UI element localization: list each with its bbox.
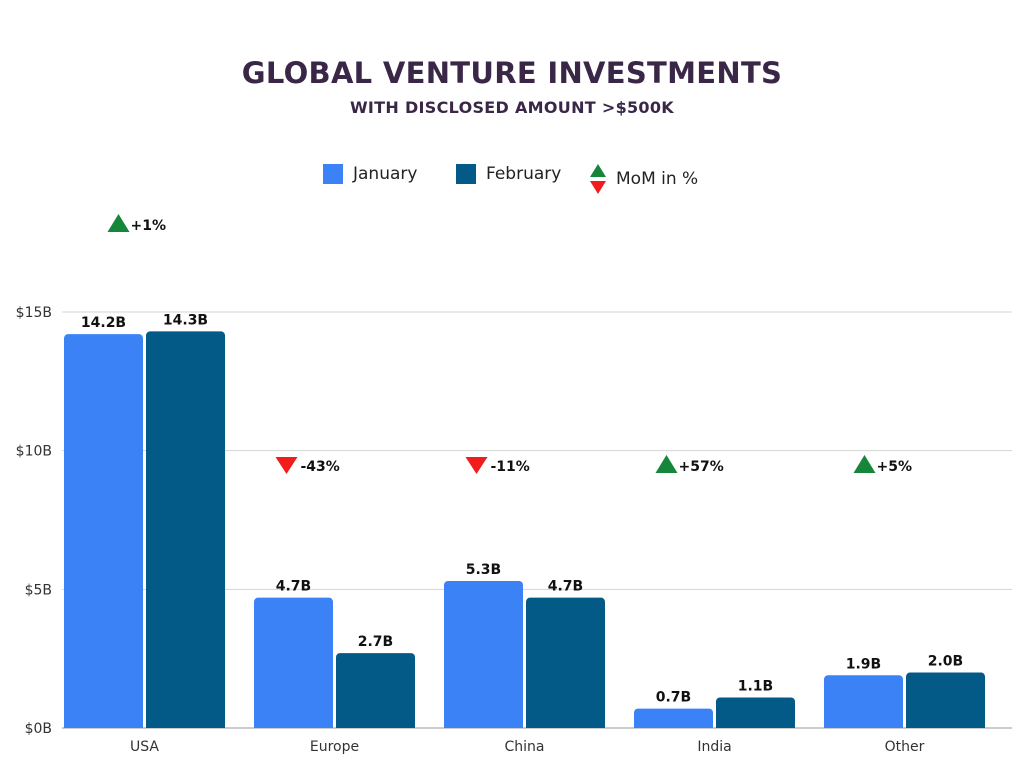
bar-base-february [146, 722, 225, 728]
legend-item-january: January [323, 164, 417, 184]
y-tick-label: $10B [16, 444, 52, 460]
mom-down-arrow-icon [275, 457, 298, 474]
mom-value-label: +57% [679, 459, 724, 475]
x-tick-label: USA [130, 739, 159, 755]
mom-value-label: +1% [131, 218, 167, 234]
x-tick-label: China [505, 739, 545, 755]
bar-base-february [336, 722, 415, 728]
mom-value-label: -11% [491, 459, 530, 475]
bar-base-january [444, 722, 523, 728]
y-tick-label: $15B [16, 305, 52, 321]
chart-subtitle: WITH DISCLOSED AMOUNT >$500K [349, 98, 675, 117]
mom-up-arrow-icon [655, 455, 678, 473]
bar-base-february [526, 722, 605, 728]
legend: January February MoM in % [0, 164, 1024, 198]
data-label: 1.1B [738, 678, 773, 694]
x-tick-label: Other [885, 739, 925, 755]
bar-base-january [64, 722, 143, 728]
data-label: 2.7B [358, 634, 393, 650]
bar-base-january [254, 722, 333, 728]
data-label: 0.7B [656, 690, 691, 706]
bar-base-february [906, 722, 985, 728]
y-tick-label: $5B [25, 582, 52, 598]
data-label: 2.0B [928, 654, 963, 670]
bar-february [716, 697, 795, 728]
mom-value-label: +5% [877, 459, 913, 475]
legend-swatch-january [323, 164, 343, 184]
bar-february [336, 653, 415, 728]
bar-base-february [716, 722, 795, 728]
legend-label-february: February [486, 164, 562, 184]
bar-february [906, 672, 985, 728]
legend-label-january: January [353, 164, 418, 184]
bar-february [146, 331, 225, 728]
chart-title: GLOBAL VENTURE INVESTMENTS [241, 56, 783, 90]
data-label: 14.3B [163, 312, 208, 328]
data-label: 4.7B [276, 579, 311, 595]
bar-january [254, 597, 333, 728]
mom-up-arrow-icon [107, 214, 130, 232]
data-label: 4.7B [548, 579, 583, 595]
mom-value-label: -43% [301, 459, 340, 475]
legend-swatch-february [456, 164, 476, 184]
mom-up-arrow-icon [853, 455, 876, 473]
bar-january [444, 581, 523, 728]
data-label: 5.3B [466, 562, 501, 578]
bar-january [64, 334, 143, 728]
x-tick-label: India [697, 739, 731, 755]
legend-label-mom: MoM in % [616, 169, 699, 189]
bar-base-january [634, 722, 713, 728]
legend-item-mom: MoM in % [590, 164, 698, 194]
data-label: 14.2B [81, 315, 126, 331]
y-tick-label: $0B [25, 721, 52, 737]
bar-february [526, 597, 605, 728]
mom-up-down-icon [590, 164, 606, 194]
legend-item-february: February [456, 164, 561, 184]
mom-down-arrow-icon [465, 457, 488, 474]
bar-january [824, 675, 903, 728]
data-label: 1.9B [846, 656, 881, 672]
bar-base-january [824, 722, 903, 728]
x-tick-label: Europe [310, 739, 359, 755]
